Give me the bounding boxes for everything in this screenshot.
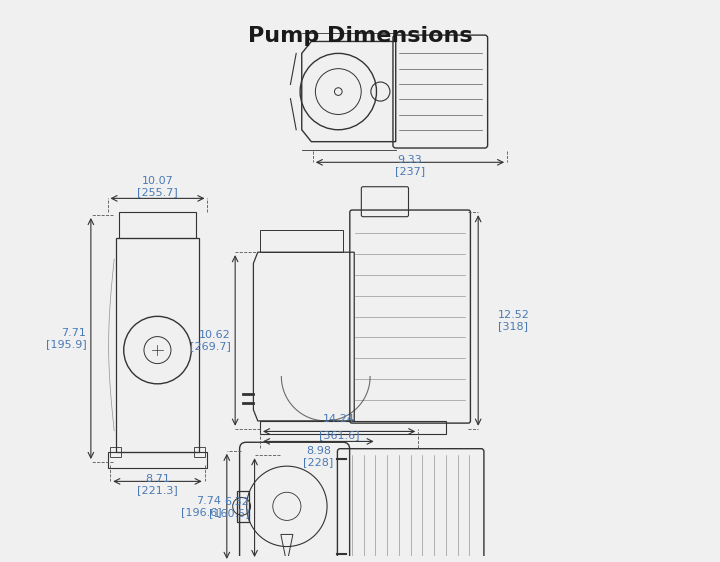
Bar <box>119 212 197 238</box>
Text: 7.74
[196.6]: 7.74 [196.6] <box>181 496 221 517</box>
Bar <box>194 447 204 457</box>
Text: Pump Dimensions: Pump Dimensions <box>248 26 472 46</box>
Text: 7.71
[195.9]: 7.71 [195.9] <box>45 328 86 350</box>
Text: 10.07
[255.7]: 10.07 [255.7] <box>137 176 178 197</box>
Bar <box>260 421 446 434</box>
Text: 6.32
[160.5]: 6.32 [160.5] <box>209 497 249 518</box>
Text: 14.24: 14.24 <box>323 414 355 424</box>
Text: 9.33
[237]: 9.33 [237] <box>395 155 425 176</box>
Text: 8.98
[228]: 8.98 [228] <box>303 446 333 468</box>
Bar <box>260 230 343 252</box>
Text: 12.52
[318]: 12.52 [318] <box>498 310 529 331</box>
Text: 8.71
[221.3]: 8.71 [221.3] <box>137 474 178 495</box>
Bar <box>110 447 121 457</box>
Text: [361.6]: [361.6] <box>319 430 359 440</box>
Text: 10.62
[269.7]: 10.62 [269.7] <box>190 330 230 351</box>
Bar <box>107 452 207 468</box>
